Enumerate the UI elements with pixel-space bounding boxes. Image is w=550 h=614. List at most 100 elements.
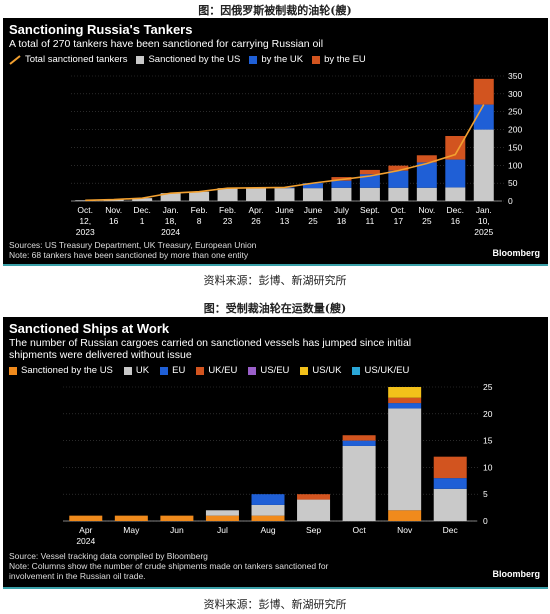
legend2-label-useu: US/EU — [260, 365, 290, 376]
y-tick-label: 20 — [483, 409, 493, 419]
y-tick-label: 0 — [508, 196, 513, 206]
legend-swatch-us — [136, 55, 145, 64]
x-tick-label: 2024 — [76, 536, 95, 546]
total-line — [85, 104, 485, 202]
x-tick-label: Oct — [352, 525, 366, 535]
y-tick-label: 50 — [508, 178, 518, 188]
bar-segment — [69, 515, 103, 521]
bar-segment — [297, 494, 331, 500]
x-tick-label: 2023 — [76, 227, 95, 237]
y-tick-label: 10 — [483, 462, 493, 472]
legend2-label-us: Sanctioned by the US — [21, 365, 113, 376]
legend2-item-eu: EU — [160, 365, 185, 376]
bar-segment — [160, 515, 194, 521]
x-tick-label: Jul — [217, 525, 228, 535]
bar-segment — [342, 445, 376, 521]
chart-2-title: Sanctioned Ships at Work — [9, 321, 170, 336]
bar-segment — [473, 129, 494, 201]
bar-segment — [433, 488, 467, 521]
x-tick-label: Nov — [397, 525, 413, 535]
legend2-item-uk: UK — [123, 365, 150, 376]
bar-segment — [114, 515, 148, 521]
bar-segment — [416, 155, 437, 163]
bar-segment — [473, 104, 494, 130]
bar-segment — [132, 198, 153, 201]
figure-2-source-caption: 资料来源：彭博、新湖研究所 — [203, 598, 347, 611]
bar-segment — [160, 193, 181, 201]
bar-segment — [359, 169, 380, 175]
legend-swatch-eu — [312, 55, 321, 64]
x-tick-label: 13 — [280, 216, 290, 226]
legend2-swatch-usuk — [300, 366, 309, 375]
bar-segment — [331, 187, 352, 201]
y-tick-label: 15 — [483, 436, 493, 446]
y-tick-label: 100 — [508, 160, 522, 170]
bar-segment — [302, 183, 323, 189]
legend2-item-ukeu: UK/EU — [196, 365, 237, 376]
chart-2-legend: Sanctioned by the US UK EU UK/EU US/EU U… — [9, 365, 409, 376]
x-tick-label: 12, — [79, 216, 91, 226]
x-tick-label: 25 — [422, 216, 432, 226]
x-tick-label: Apr — [79, 525, 92, 535]
bloomberg-logo-2: Bloomberg — [492, 569, 540, 579]
legend2-item-usukeu: US/UK/EU — [352, 365, 409, 376]
legend-item-eu: by the EU — [312, 54, 366, 65]
bar-segment — [388, 403, 422, 409]
bar-segment — [388, 510, 422, 521]
bar-segment — [388, 165, 409, 171]
chart-2-source: Source: Vessel tracking data compiled by… — [9, 551, 208, 561]
x-tick-label: 18 — [337, 216, 347, 226]
bar-segment — [302, 188, 323, 201]
x-tick-label: 11 — [365, 216, 374, 226]
x-tick-label: May — [123, 525, 140, 535]
y-tick-label: 300 — [508, 89, 522, 99]
x-tick-label: Oct. — [391, 205, 407, 215]
x-tick-label: Jan. — [476, 205, 492, 215]
x-tick-label: July — [334, 205, 350, 215]
chart-1-sources: Sources: US Treasury Department, UK Trea… — [9, 240, 257, 250]
bar-segment — [75, 200, 96, 201]
legend2-swatch-eu — [160, 366, 169, 375]
legend-item-uk: by the UK — [249, 54, 303, 65]
legend-label-us: Sanctioned by the US — [148, 54, 241, 65]
legend-label-uk: by the UK — [261, 54, 304, 65]
x-tick-label: Jun — [170, 525, 184, 535]
bar-segment — [445, 159, 466, 188]
x-tick-label: 23 — [223, 216, 233, 226]
legend-item-us: Sanctioned by the US — [136, 54, 240, 65]
y-tick-label: 250 — [508, 107, 522, 117]
legend2-label-uk: UK — [135, 365, 150, 376]
legend-line-icon — [9, 54, 21, 65]
x-tick-label: Jan. — [163, 205, 179, 215]
bar-segment — [251, 494, 285, 505]
x-tick-label: Dec. — [447, 205, 464, 215]
x-tick-label: June — [275, 205, 294, 215]
bar-segment — [246, 187, 267, 201]
legend2-item-us: Sanctioned by the US — [9, 365, 113, 376]
y-tick-label: 25 — [483, 382, 493, 392]
bar-segment — [416, 162, 437, 188]
chart-1-legend: Total sanctioned tankers Sanctioned by t… — [9, 54, 366, 65]
x-tick-label: 17 — [394, 216, 404, 226]
x-tick-label: 2024 — [161, 227, 180, 237]
bar-segment — [416, 187, 437, 201]
bar-segment — [433, 478, 467, 489]
bar-segment — [359, 187, 380, 201]
legend2-swatch-ukeu — [196, 366, 205, 375]
legend2-swatch-uk — [123, 366, 132, 375]
bar-segment — [388, 397, 422, 404]
bar-segment — [388, 170, 409, 188]
bar-segment — [331, 180, 352, 188]
y-tick-label: 150 — [508, 142, 522, 152]
x-tick-label: Apr. — [248, 205, 263, 215]
bar-segment — [433, 456, 467, 479]
bar-segment — [388, 387, 422, 398]
chart-2-subtitle-line-2: shipments were delivered without issue — [9, 349, 192, 361]
legend2-item-usuk: US/UK — [300, 365, 341, 376]
bar-segment — [342, 435, 376, 441]
bar-segment — [342, 440, 376, 446]
x-tick-label: 25 — [308, 216, 318, 226]
x-tick-label: 26 — [251, 216, 261, 226]
bar-segment — [445, 187, 466, 201]
